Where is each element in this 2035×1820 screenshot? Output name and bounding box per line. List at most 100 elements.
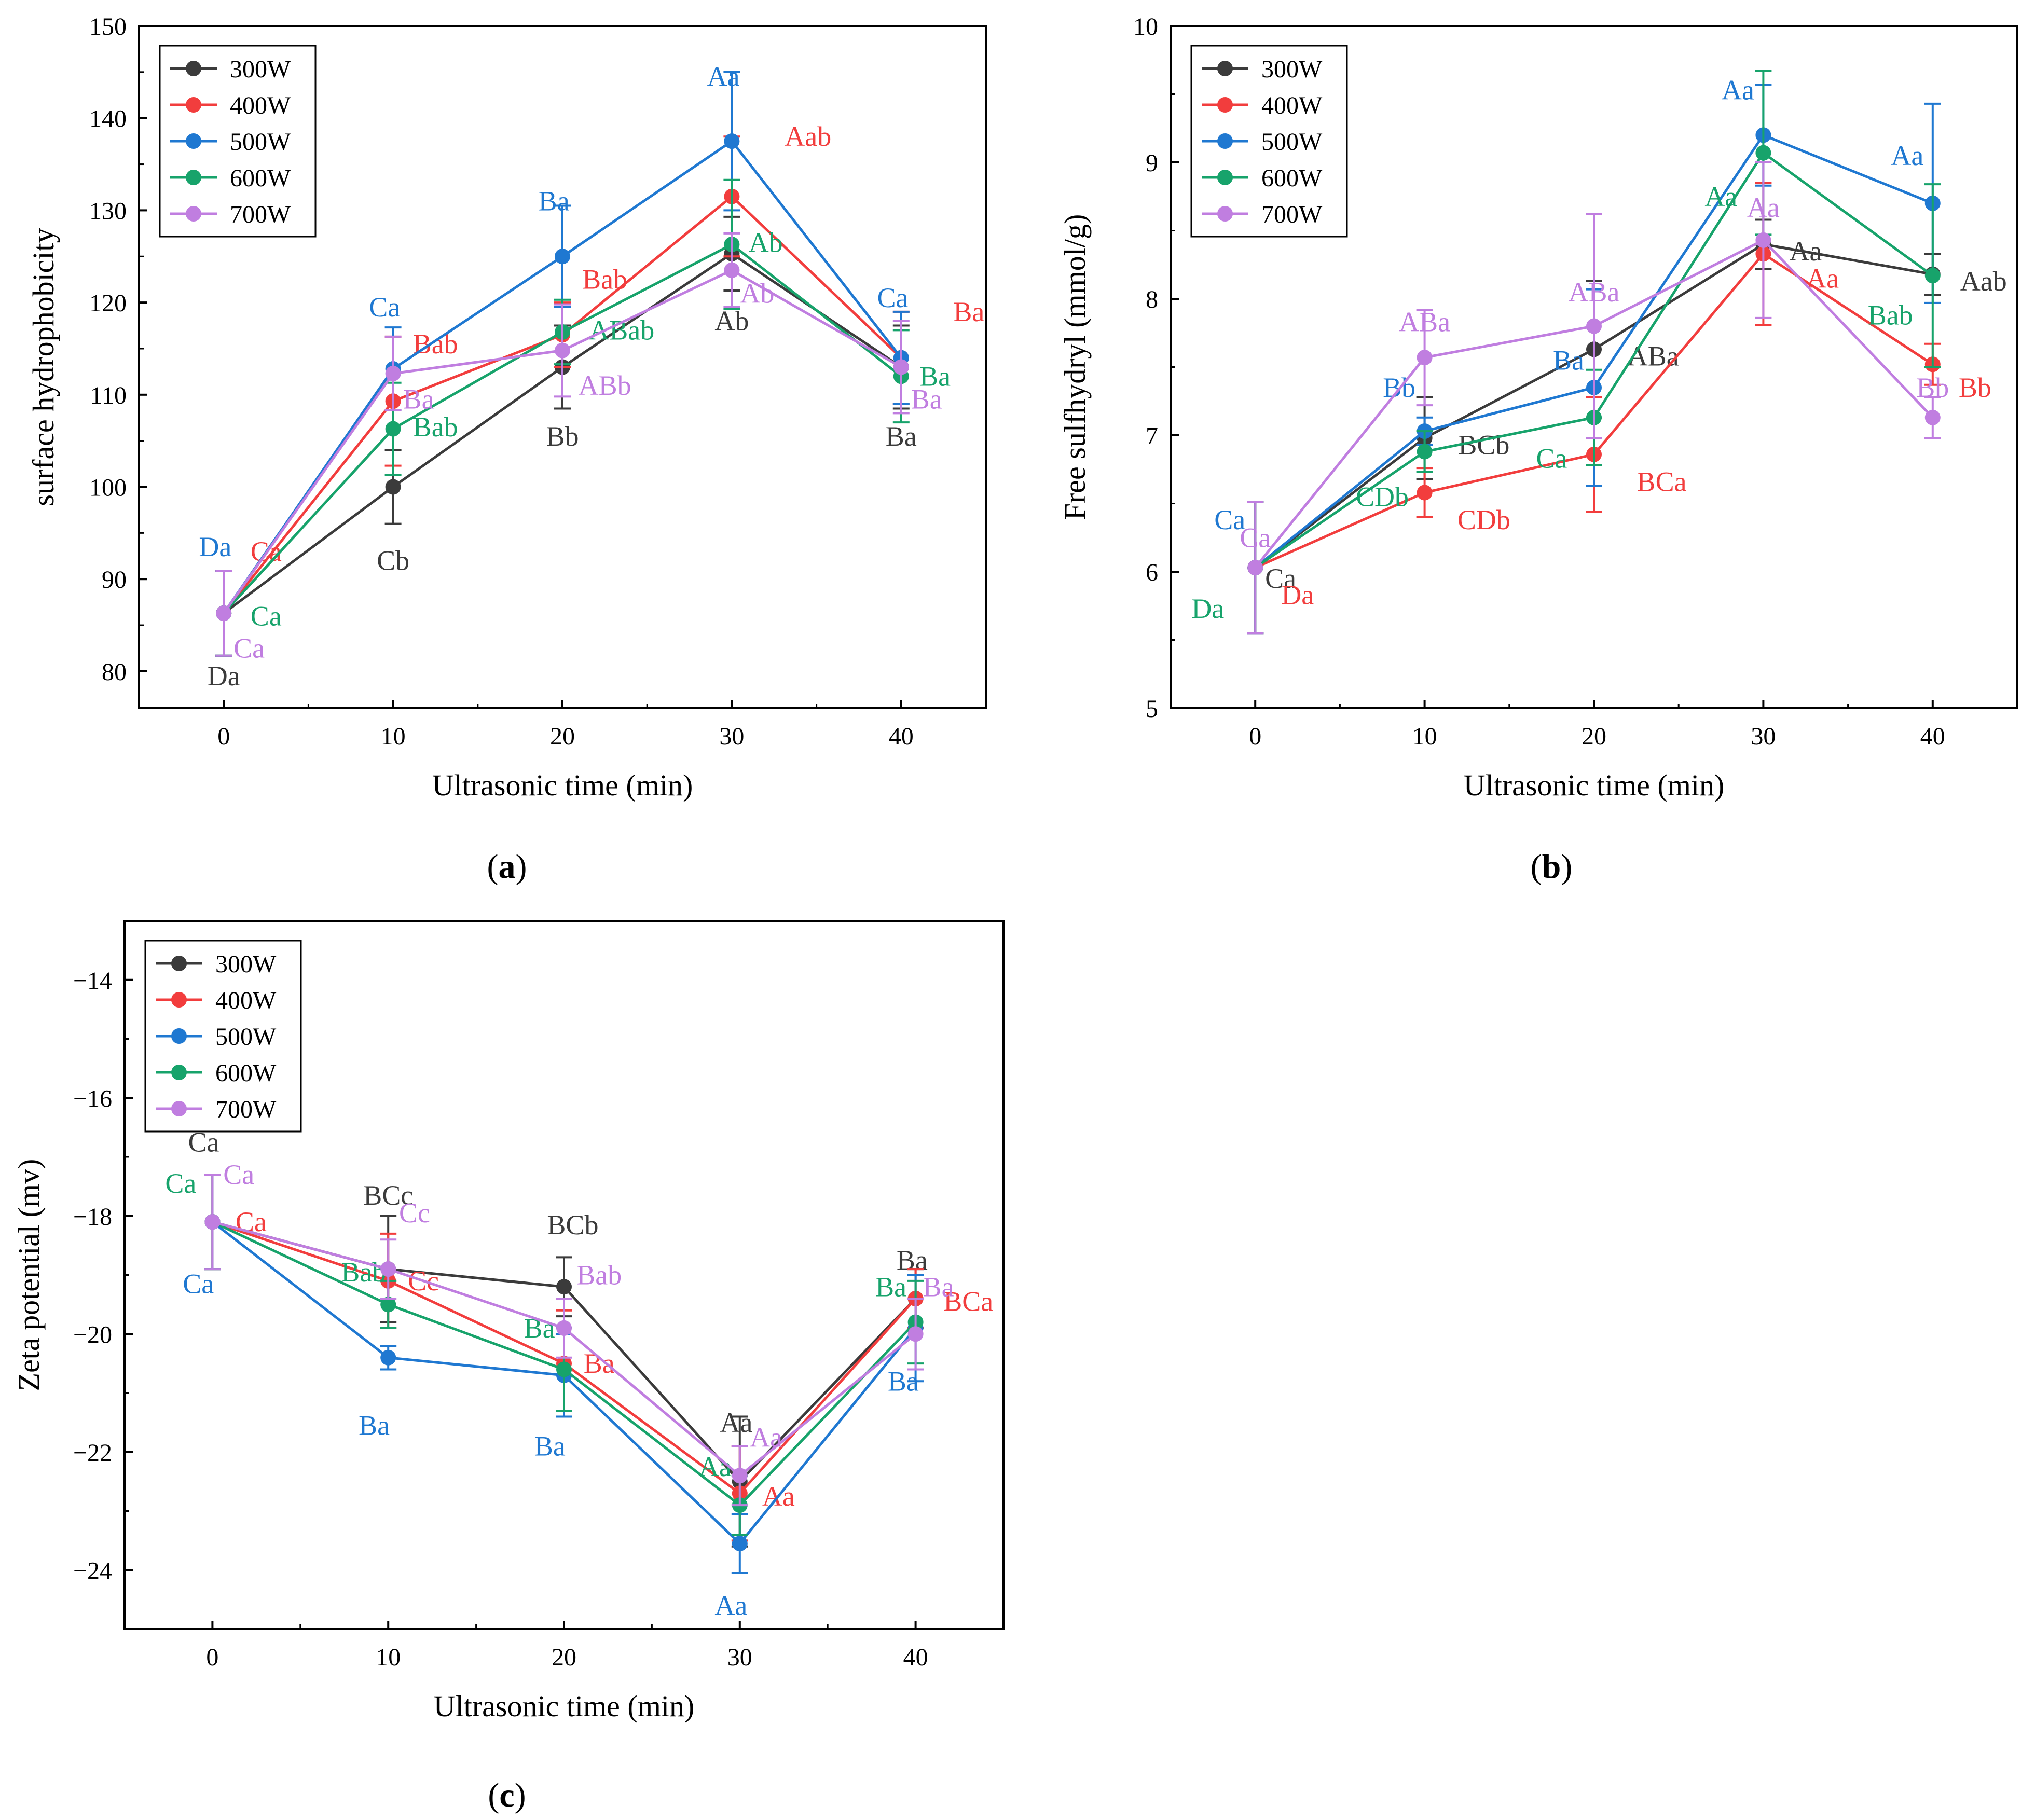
data-point [556, 1320, 572, 1336]
x-tick-label: 30 [727, 1644, 752, 1671]
significance-label: Ca [1536, 443, 1567, 474]
significance-label: ABa [1399, 307, 1450, 338]
legend-marker [186, 170, 201, 185]
x-axis-label: Ultrasonic time (min) [434, 1689, 695, 1723]
legend-label: 700W [215, 1096, 277, 1123]
significance-label: Aa [1747, 192, 1780, 223]
y-axis-label: Zeta potential (mv) [12, 1159, 46, 1391]
significance-label: Da [1191, 593, 1224, 624]
legend-label: 400W [215, 987, 277, 1014]
data-point [724, 262, 740, 278]
y-tick-label: −20 [73, 1321, 112, 1348]
legend-label: 700W [230, 201, 291, 228]
data-point [732, 1468, 748, 1484]
significance-label: Ba [897, 1245, 928, 1276]
significance-label: Ba [539, 186, 570, 217]
y-axis-label: Free sulfhydryl (mmol/g) [1058, 214, 1092, 520]
data-point [556, 1279, 572, 1295]
legend-marker [1217, 61, 1233, 76]
significance-label: Cb [377, 545, 409, 576]
legend-item: 500W [1202, 128, 1323, 156]
significance-label: Ba [886, 421, 917, 452]
x-tick-label: 40 [889, 723, 914, 750]
legend-label: 700W [1261, 201, 1323, 228]
x-tick-label: 0 [217, 723, 230, 750]
series-700W: Ca ABa ABa Aa Bb [1240, 161, 1949, 635]
significance-label: Ba [524, 1313, 555, 1344]
data-point [380, 1349, 396, 1366]
y-tick-label: 140 [89, 105, 127, 133]
legend-label: 500W [1261, 128, 1323, 156]
y-tick-label: 7 [1146, 422, 1158, 450]
x-tick-label: 10 [381, 723, 406, 750]
significance-label: Bab [576, 1260, 622, 1291]
significance-label: Da [199, 531, 231, 562]
legend-label: 400W [230, 92, 291, 119]
panel-c: 0 10 20 30 40 −24 −22 −20 −18 −16 −14 Ultrasonic ti… [12, 920, 1005, 1814]
legend: 300W 400W 500W 600W 700W [1190, 45, 1348, 238]
x-axis-label: Ultrasonic time (min) [1464, 768, 1725, 802]
legend-marker [171, 1065, 187, 1080]
y-tick-label: 130 [89, 197, 127, 225]
significance-label: Aa [750, 1422, 782, 1453]
y-tick-label: 150 [89, 13, 127, 40]
significance-label: Ba [911, 384, 942, 415]
significance-label: Ba [875, 1271, 906, 1302]
legend-marker [171, 992, 187, 1008]
legend-marker [186, 61, 201, 76]
y-tick-label: 5 [1146, 695, 1158, 723]
significance-label: Ca [1214, 504, 1245, 535]
x-tick-label: 40 [1920, 723, 1945, 750]
significance-label: Ba [534, 1430, 566, 1461]
legend-label: 500W [215, 1023, 277, 1051]
legend-marker [1217, 170, 1233, 185]
y-tick-label: −18 [73, 1203, 112, 1231]
x-tick-label: 30 [719, 723, 744, 750]
data-point [385, 479, 401, 495]
y-tick-label: 10 [1133, 13, 1158, 40]
legend-item: 700W [156, 1096, 277, 1123]
y-tick-label: 110 [90, 382, 127, 409]
y-tick-label: 100 [89, 474, 127, 502]
panel-b: 0 10 20 30 40 5 6 7 8 9 10 Ultrasonic time (min) Fre… [1058, 13, 2018, 886]
significance-label: Ba [359, 1410, 390, 1441]
data-point [1586, 318, 1602, 334]
significance-label: Bab [582, 264, 627, 295]
significance-label: Aab [1960, 266, 2007, 297]
significance-label: Ca [369, 292, 400, 323]
series-300W: Ca BCc BCb Aa Ba [188, 1127, 928, 1548]
y-tick-label: 9 [1146, 149, 1158, 177]
data-point [380, 1297, 396, 1313]
significance-label: BCc [363, 1180, 413, 1211]
y-tick-label: −22 [73, 1439, 112, 1467]
legend-item: 300W [170, 56, 291, 83]
data-point [1755, 145, 1771, 161]
significance-label: BCa [943, 1286, 993, 1317]
legend-marker [171, 1101, 187, 1116]
legend-item: 300W [1202, 56, 1323, 83]
significance-label: BCb [547, 1209, 598, 1240]
significance-label: Aa [714, 1590, 747, 1621]
data-point [1755, 232, 1771, 248]
legend-marker [171, 1028, 187, 1044]
significance-label: Bb [1916, 372, 1949, 403]
x-tick-label: 20 [550, 723, 575, 750]
significance-label: Da [208, 660, 240, 692]
significance-label: Da [1281, 580, 1314, 611]
panel-caption: (c) [488, 1776, 526, 1814]
legend-label: 600W [1261, 164, 1323, 192]
panel-caption-letter: b [1542, 848, 1561, 886]
significance-label: BCb [1458, 429, 1509, 460]
significance-label: ABa [1569, 277, 1620, 308]
y-tick-label: 6 [1146, 559, 1158, 586]
significance-label: Ca [1265, 563, 1296, 594]
data-point [1924, 409, 1941, 425]
data-point [556, 1361, 572, 1377]
panel-a: 0 10 20 30 40 80 90 100 110 120 130 140 150 Ultrasoni… [26, 13, 987, 886]
significance-label: Aa [720, 1407, 753, 1438]
legend: 300W 400W 500W 600W 700W [159, 45, 317, 238]
data-point [1924, 268, 1941, 284]
significance-label: Bab [413, 328, 458, 360]
legend-marker [186, 206, 201, 222]
x-tick-label: 40 [903, 1644, 928, 1671]
